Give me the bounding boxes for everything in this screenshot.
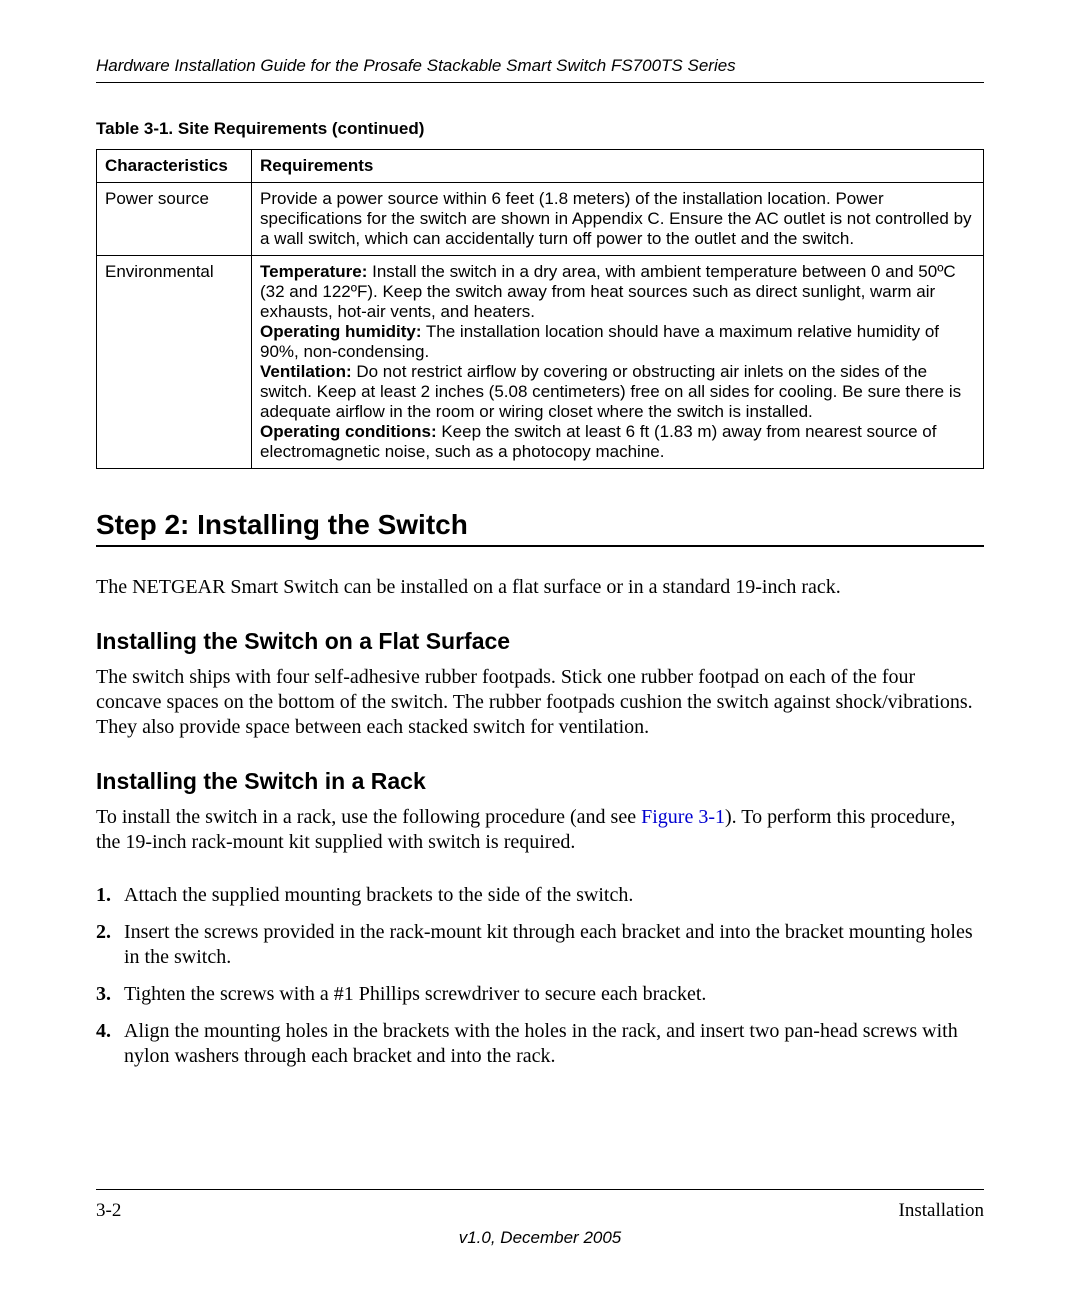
step-text: Insert the screws provided in the rack-m… bbox=[124, 920, 984, 970]
cell-requirement: Provide a power source within 6 feet (1.… bbox=[252, 183, 984, 256]
env-hum-label: Operating humidity: bbox=[260, 322, 422, 341]
list-item: 4. Align the mounting holes in the brack… bbox=[96, 1019, 984, 1069]
step-text: Attach the supplied mounting brackets to… bbox=[124, 883, 984, 908]
intro-paragraph: The NETGEAR Smart Switch can be installe… bbox=[96, 575, 984, 600]
rack-text-a: To install the switch in a rack, use the… bbox=[96, 806, 641, 828]
rack-steps-list: 1. Attach the supplied mounting brackets… bbox=[96, 883, 984, 1069]
header-rule bbox=[96, 82, 984, 83]
cell-requirement: Temperature: Install the switch in a dry… bbox=[252, 256, 984, 469]
env-vent-text: Do not restrict airflow by covering or o… bbox=[260, 362, 961, 421]
step-number: 3. bbox=[96, 982, 124, 1007]
table-row: Power source Provide a power source with… bbox=[97, 183, 984, 256]
step-number: 4. bbox=[96, 1019, 124, 1069]
section-name: Installation bbox=[899, 1200, 984, 1222]
env-vent-label: Ventilation: bbox=[260, 362, 352, 381]
col-header-characteristics: Characteristics bbox=[97, 150, 252, 183]
list-item: 1. Attach the supplied mounting brackets… bbox=[96, 883, 984, 908]
doc-version: v1.0, December 2005 bbox=[96, 1228, 984, 1248]
page-number: 3-2 bbox=[96, 1200, 121, 1222]
cell-characteristic: Environmental bbox=[97, 256, 252, 469]
step-text: Align the mounting holes in the brackets… bbox=[124, 1019, 984, 1069]
heading-rule bbox=[96, 545, 984, 547]
cell-characteristic: Power source bbox=[97, 183, 252, 256]
heading-step2: Step 2: Installing the Switch bbox=[96, 509, 984, 541]
step-text: Tighten the screws with a #1 Phillips sc… bbox=[124, 982, 984, 1007]
running-head: Hardware Installation Guide for the Pros… bbox=[96, 56, 984, 76]
requirements-table: Characteristics Requirements Power sourc… bbox=[96, 149, 984, 469]
table-caption: Table 3-1. Site Requirements (continued) bbox=[96, 119, 984, 139]
env-cond-label: Operating conditions: bbox=[260, 422, 437, 441]
heading-flat-surface: Installing the Switch on a Flat Surface bbox=[96, 628, 984, 655]
table-row: Environmental Temperature: Install the s… bbox=[97, 256, 984, 469]
heading-rack: Installing the Switch in a Rack bbox=[96, 768, 984, 795]
flat-surface-paragraph: The switch ships with four self-adhesive… bbox=[96, 665, 984, 740]
table-header-row: Characteristics Requirements bbox=[97, 150, 984, 183]
step-number: 2. bbox=[96, 920, 124, 970]
list-item: 3. Tighten the screws with a #1 Phillips… bbox=[96, 982, 984, 1007]
figure-xref[interactable]: Figure 3-1 bbox=[641, 806, 725, 828]
list-item: 2. Insert the screws provided in the rac… bbox=[96, 920, 984, 970]
rack-paragraph: To install the switch in a rack, use the… bbox=[96, 805, 984, 855]
col-header-requirements: Requirements bbox=[252, 150, 984, 183]
step-number: 1. bbox=[96, 883, 124, 908]
page-footer: 3-2 Installation v1.0, December 2005 bbox=[96, 1189, 984, 1248]
env-temp-label: Temperature: bbox=[260, 262, 367, 281]
footer-rule bbox=[96, 1189, 984, 1190]
